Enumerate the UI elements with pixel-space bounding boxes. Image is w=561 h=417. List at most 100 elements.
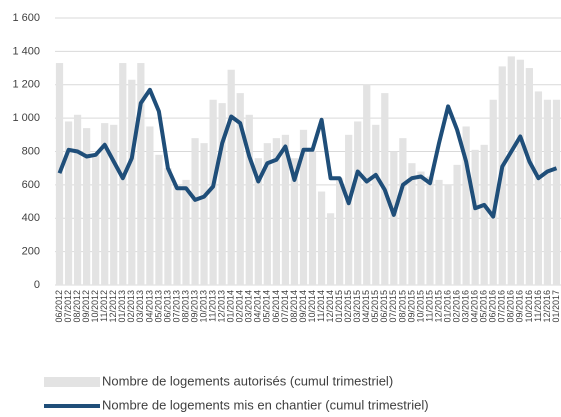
bar — [55, 63, 64, 286]
bar — [73, 114, 82, 285]
bar — [317, 191, 326, 285]
x-tick-label: 12/2013 — [217, 290, 227, 323]
bar — [525, 68, 533, 285]
x-tick-label: 11/2016 — [533, 290, 543, 322]
x-tick-label: 07/2013 — [171, 290, 181, 323]
bar — [326, 213, 335, 285]
bar — [92, 154, 100, 285]
x-tick-label: 02/2013 — [126, 290, 136, 323]
x-tick-label: 03/2015 — [352, 290, 362, 323]
bar — [164, 168, 172, 285]
bar — [272, 138, 280, 285]
bar — [462, 126, 470, 285]
bar — [534, 91, 543, 285]
y-tick-label: 1 000 — [12, 112, 40, 124]
bar — [101, 123, 109, 285]
bar — [417, 171, 425, 285]
bar — [245, 114, 253, 285]
x-tick-label: 10/2014 — [307, 290, 317, 323]
bar — [552, 99, 561, 285]
y-tick-label: 800 — [22, 145, 40, 157]
x-tick-label: 01/2015 — [334, 290, 344, 323]
x-tick-label: 11/2012 — [99, 290, 109, 322]
y-tick-label: 400 — [22, 212, 40, 224]
bar — [137, 63, 145, 286]
x-tick-label: 05/2016 — [479, 290, 489, 323]
bar — [363, 84, 371, 285]
x-tick-label: 03/2013 — [135, 290, 145, 323]
x-tick-label: 08/2012 — [72, 290, 82, 323]
bar — [263, 143, 271, 285]
y-tick-label: 1 400 — [12, 45, 40, 57]
bar — [372, 124, 380, 285]
bar — [290, 158, 299, 285]
x-tick-label: 06/2013 — [162, 290, 172, 323]
bar — [227, 69, 235, 285]
y-tick-label: 0 — [34, 279, 40, 291]
x-tick-label: 09/2016 — [515, 290, 525, 323]
x-tick-label: 01/2013 — [117, 290, 127, 323]
x-tick-label: 05/2013 — [153, 290, 163, 323]
x-tick-label: 03/2016 — [461, 290, 471, 323]
legend-label: Nombre de logements mis en chantier (cum… — [102, 397, 429, 412]
bar — [399, 138, 407, 285]
x-tick-label: 04/2013 — [144, 290, 154, 323]
x-tick-label: 04/2016 — [470, 290, 480, 323]
x-tick-label: 01/2014 — [226, 290, 236, 323]
x-tick-label: 03/2014 — [244, 290, 254, 323]
bar — [444, 184, 452, 285]
x-tick-label: 10/2016 — [524, 290, 534, 323]
bar — [254, 158, 262, 285]
bar — [336, 178, 344, 285]
bar — [200, 143, 208, 285]
x-tick-label: 12/2014 — [325, 290, 335, 323]
x-tick-label: 12/2016 — [542, 290, 552, 323]
x-tick-label: 05/2015 — [370, 290, 380, 323]
bar — [182, 179, 190, 285]
bar — [354, 121, 362, 286]
bar — [308, 151, 317, 285]
legend-swatch — [44, 377, 100, 387]
x-tick-label: 08/2015 — [397, 290, 407, 323]
x-tick-label: 01/2016 — [442, 290, 452, 323]
x-tick-label: 06/2014 — [271, 290, 281, 323]
x-tick-label: 08/2013 — [180, 290, 190, 323]
x-tick-label: 09/2014 — [298, 290, 308, 323]
y-tick-label: 600 — [22, 179, 40, 191]
bar — [299, 129, 308, 285]
x-tick-label: 07/2016 — [497, 290, 507, 323]
x-tick-label: 04/2015 — [361, 290, 371, 323]
x-tick-label: 07/2012 — [63, 290, 73, 323]
bar — [128, 79, 136, 286]
bar — [64, 121, 73, 286]
bar — [110, 124, 118, 285]
bar — [516, 59, 524, 285]
x-tick-label: 06/2015 — [379, 290, 389, 323]
x-tick-label: 09/2015 — [406, 290, 416, 323]
bar — [471, 149, 479, 285]
legend-label: Nombre de logements autorisés (cumul tri… — [102, 373, 393, 388]
bar — [408, 163, 416, 285]
bar — [281, 134, 290, 285]
x-tick-label: 09/2013 — [189, 290, 199, 323]
x-tick-label: 04/2014 — [253, 290, 263, 323]
bar — [426, 176, 434, 285]
x-tick-label: 10/2013 — [198, 290, 208, 323]
bar — [83, 128, 91, 285]
line — [57, 87, 558, 219]
bar — [453, 164, 461, 285]
bar — [236, 93, 244, 285]
bar — [435, 179, 443, 285]
x-tick-label: 02/2016 — [451, 290, 461, 323]
x-tick-label: 11/2014 — [316, 290, 326, 322]
x-tick-label: 05/2014 — [262, 290, 272, 323]
bar — [489, 99, 497, 285]
x-tick-label: 11/2013 — [208, 290, 218, 322]
bar — [155, 154, 163, 285]
bar — [191, 138, 199, 285]
bar — [218, 103, 226, 285]
x-tick-label: 01/2017 — [551, 290, 561, 323]
x-tick-label: 11/2015 — [424, 290, 434, 322]
x-tick-label: 12/2015 — [433, 290, 443, 323]
